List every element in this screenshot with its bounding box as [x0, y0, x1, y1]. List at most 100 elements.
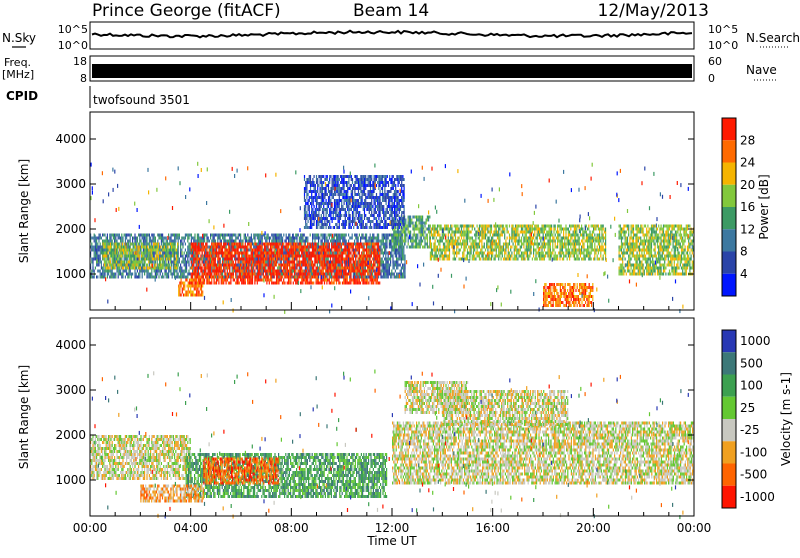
range-cell [106, 267, 107, 270]
range-cell [134, 252, 135, 255]
range-cell [260, 246, 261, 249]
range-cell [281, 240, 282, 243]
range-cell [251, 273, 252, 276]
range-cell [366, 276, 367, 279]
range-cell [153, 258, 154, 261]
range-cell [271, 264, 272, 267]
range-cell [262, 249, 263, 252]
range-cell [217, 237, 218, 240]
range-cell [103, 252, 104, 255]
range-cell [173, 252, 174, 255]
range-cell [155, 255, 156, 258]
range-cell [384, 276, 385, 279]
range-cell [310, 270, 311, 273]
range-cell [174, 270, 175, 273]
range-cell [182, 258, 183, 261]
range-cell [269, 255, 270, 258]
range-cell [193, 249, 194, 252]
range-cell [301, 255, 302, 258]
range-cell [296, 240, 297, 243]
range-cell [278, 282, 279, 285]
range-cell [209, 270, 210, 273]
range-cell [283, 279, 284, 282]
range-cell [265, 261, 266, 264]
range-cell [241, 267, 242, 270]
range-cell [200, 237, 201, 240]
range-cell [362, 234, 363, 237]
range-cell [235, 264, 236, 267]
range-cell [149, 234, 150, 237]
range-cell [152, 240, 153, 243]
range-cell [164, 249, 165, 252]
range-cell [113, 273, 114, 276]
range-cell [329, 237, 330, 240]
range-cell [242, 261, 243, 264]
range-cell [342, 261, 343, 264]
range-cell [129, 255, 130, 258]
range-cell [270, 258, 271, 261]
range-cell [92, 267, 93, 270]
range-cell [211, 270, 212, 273]
range-cell [263, 243, 264, 246]
range-cell [162, 252, 163, 255]
range-cell [270, 273, 271, 276]
range-cell [316, 237, 317, 240]
range-cell [277, 234, 278, 237]
range-cell [208, 276, 209, 279]
range-cell [264, 276, 265, 279]
range-cell [264, 249, 265, 252]
range-cell [323, 252, 324, 255]
range-cell [245, 282, 246, 285]
range-cell [200, 255, 201, 258]
range-cell [274, 267, 275, 270]
range-cell [151, 234, 152, 237]
range-cell [239, 261, 240, 264]
range-cell [389, 240, 390, 243]
range-cell [116, 252, 117, 255]
range-cell [181, 273, 182, 276]
range-cell [373, 237, 374, 240]
range-cell [233, 249, 234, 252]
range-cell [113, 276, 114, 279]
range-cell [229, 246, 230, 249]
range-cell [245, 258, 246, 261]
noise-right-tick-bottom: 10^0 [708, 39, 738, 52]
range-cell [234, 246, 235, 249]
range-cell [395, 261, 396, 264]
range-cell [263, 270, 264, 273]
range-cell [161, 243, 162, 246]
range-cell [124, 270, 125, 273]
range-cell [161, 255, 162, 258]
range-cell [127, 276, 128, 279]
range-cell [186, 261, 187, 264]
range-cell [191, 264, 192, 267]
range-cell [230, 243, 231, 246]
range-cell [150, 240, 151, 243]
range-cell [185, 276, 186, 279]
range-cell [259, 246, 260, 249]
range-cell [263, 267, 264, 270]
range-cell [246, 246, 247, 249]
range-cell [275, 264, 276, 267]
range-cell [148, 270, 149, 273]
range-cell [100, 276, 101, 279]
range-cell [242, 255, 243, 258]
range-cell [128, 243, 129, 246]
range-cell [122, 273, 123, 276]
range-cell [92, 276, 93, 279]
range-cell [191, 246, 192, 249]
range-cell [187, 234, 188, 237]
range-cell [118, 246, 119, 249]
range-cell [145, 240, 146, 243]
range-cell [344, 237, 345, 240]
range-cell [254, 270, 255, 273]
range-cell [266, 258, 267, 261]
range-cell [251, 252, 252, 255]
range-cell [109, 270, 110, 273]
range-cell [152, 258, 153, 261]
range-cell [176, 273, 177, 276]
range-cell [166, 255, 167, 258]
range-cell [263, 252, 264, 255]
range-cell [116, 261, 117, 264]
range-cell [214, 252, 215, 255]
